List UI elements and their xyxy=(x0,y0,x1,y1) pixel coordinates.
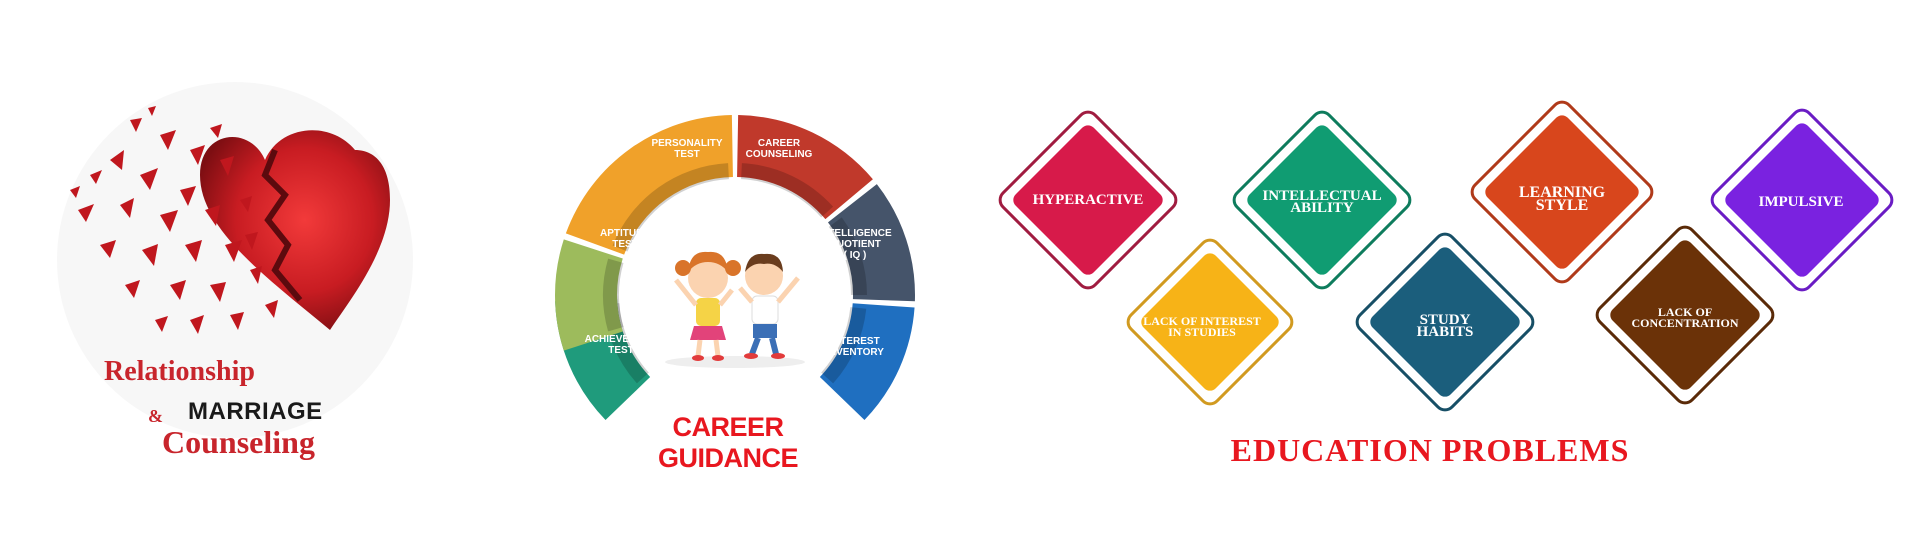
diamond-label-lack-of-interest: LACK OF INTEREST IN STUDIES xyxy=(1143,314,1261,339)
kids-icon xyxy=(665,251,805,368)
education-diamonds xyxy=(998,100,1894,412)
segment-band-career-counseling xyxy=(741,163,834,218)
diamond-frame-hyperactive xyxy=(998,110,1178,290)
diamond-label-lack-of-concentration: LACK OF CONCENTRATION xyxy=(1631,305,1739,330)
heart-icon xyxy=(200,130,390,330)
education-problems-panel: HYPERACTIVE LACK OF INTEREST IN STUDIES I… xyxy=(980,0,1920,540)
career-guidance-title: CAREER GUIDANCE xyxy=(657,412,799,473)
segment-iq xyxy=(827,184,915,302)
diamond-frame-impulsive xyxy=(1710,108,1894,292)
relationship-text: Relationship xyxy=(104,356,255,387)
diamond-learning-style xyxy=(1485,115,1639,269)
career-wheel xyxy=(555,115,915,421)
diamond-frame-lack-of-interest xyxy=(1126,238,1294,406)
broken-heart-illustration xyxy=(57,82,413,438)
segment-personality xyxy=(565,115,733,255)
diamond-hyperactive xyxy=(1013,125,1163,275)
diamond-lack-of-concentration xyxy=(1610,240,1760,390)
wheel-center xyxy=(620,180,850,410)
diamond-label-study-habits: STUDY HABITS xyxy=(1416,312,1474,340)
ampersand-text: & xyxy=(148,406,163,426)
segment-label-iq: INTELLIGENCE QUOTIENT( IQ ) xyxy=(818,228,892,261)
segment-label-career-counseling: CAREER COUNSELING xyxy=(745,138,813,160)
segment-interest xyxy=(819,303,915,421)
segment-band-personality xyxy=(612,163,729,252)
diamond-label-learning-style: LEARNING STYLE xyxy=(1518,184,1606,214)
segment-label-aptitude: APTITUDE TEST xyxy=(600,228,650,250)
segment-aptitude xyxy=(555,239,623,351)
diamond-frame-study-habits xyxy=(1355,232,1535,412)
diamond-intellectual-ability xyxy=(1247,125,1397,275)
diamond-label-impulsive: IMPULSIVE xyxy=(1758,194,1844,210)
diamond-impulsive xyxy=(1725,123,1879,277)
segment-career-counseling xyxy=(737,115,873,220)
diamond-study-habits xyxy=(1370,247,1520,397)
segment-band-aptitude xyxy=(603,258,624,332)
segment-label-personality: PERSONALITY TEST xyxy=(651,138,723,160)
counseling-text: Counseling xyxy=(162,424,315,460)
relationship-panel: Relationship & MARRIAGE Counseling xyxy=(30,0,470,540)
segment-label-achievement: ACHIEVEMENT TEST xyxy=(584,334,658,356)
diamond-frame-intellectual-ability xyxy=(1232,110,1412,290)
heart-fragments xyxy=(70,106,278,334)
diamond-frame-learning-style xyxy=(1470,100,1654,284)
segment-band-interest xyxy=(821,307,867,384)
education-problems-title: EDUCATION PROBLEMS xyxy=(1230,432,1630,468)
diamond-lack-of-interest xyxy=(1141,253,1279,391)
career-guidance-panel: PERSONALITY TEST CAREER COUNSELING INTELLI… xyxy=(520,0,960,540)
diamond-label-hyperactive: HYPERACTIVE xyxy=(1032,192,1144,208)
segment-label-interest: INTEREST INVENTORY xyxy=(826,336,884,358)
diamond-label-intellectual-ability: INTELLECTUAL ABILITY xyxy=(1262,188,1382,216)
segment-band-iq xyxy=(828,217,867,295)
marriage-text: MARRIAGE xyxy=(188,398,323,425)
heart-crack xyxy=(261,148,303,302)
diamond-frame-lack-of-concentration xyxy=(1595,225,1775,405)
